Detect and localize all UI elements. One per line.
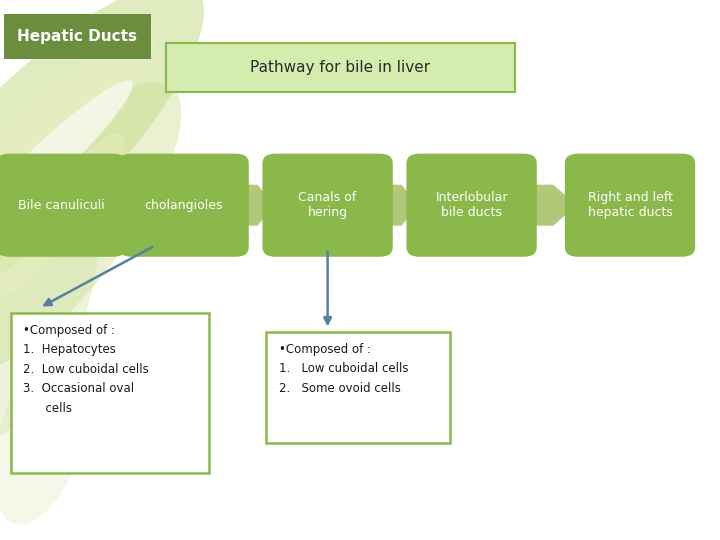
Text: Hepatic Ducts: Hepatic Ducts	[17, 29, 138, 44]
FancyBboxPatch shape	[0, 153, 127, 257]
Text: Pathway for bile in liver: Pathway for bile in liver	[250, 60, 431, 75]
Polygon shape	[238, 185, 274, 226]
FancyBboxPatch shape	[406, 153, 537, 257]
FancyBboxPatch shape	[565, 153, 696, 257]
FancyBboxPatch shape	[166, 43, 515, 92]
FancyBboxPatch shape	[119, 153, 249, 257]
FancyBboxPatch shape	[11, 313, 209, 472]
Ellipse shape	[0, 208, 98, 440]
Ellipse shape	[0, 0, 204, 321]
Text: Bile canuliculi: Bile canuliculi	[18, 199, 104, 212]
FancyBboxPatch shape	[266, 332, 450, 443]
Ellipse shape	[0, 82, 181, 372]
Text: Canals of
hering: Canals of hering	[299, 191, 356, 219]
Polygon shape	[382, 185, 418, 226]
FancyBboxPatch shape	[262, 153, 393, 257]
Polygon shape	[526, 185, 577, 226]
Ellipse shape	[0, 80, 132, 244]
Text: Interlobular
bile ducts: Interlobular bile ducts	[436, 191, 508, 219]
Text: •Composed of :
1.  Hepatocytes
2.  Low cuboidal cells
3.  Occasional oval
      : •Composed of : 1. Hepatocytes 2. Low cub…	[23, 324, 149, 415]
Text: •Composed of :
1.   Low cuboidal cells
2.   Some ovoid cells: •Composed of : 1. Low cuboidal cells 2. …	[279, 343, 408, 395]
Text: Right and left
hepatic ducts: Right and left hepatic ducts	[588, 191, 672, 219]
Ellipse shape	[0, 133, 125, 299]
FancyBboxPatch shape	[4, 14, 151, 59]
Text: cholangioles: cholangioles	[144, 199, 223, 212]
Ellipse shape	[0, 28, 158, 242]
Polygon shape	[115, 185, 130, 226]
Ellipse shape	[0, 339, 93, 525]
